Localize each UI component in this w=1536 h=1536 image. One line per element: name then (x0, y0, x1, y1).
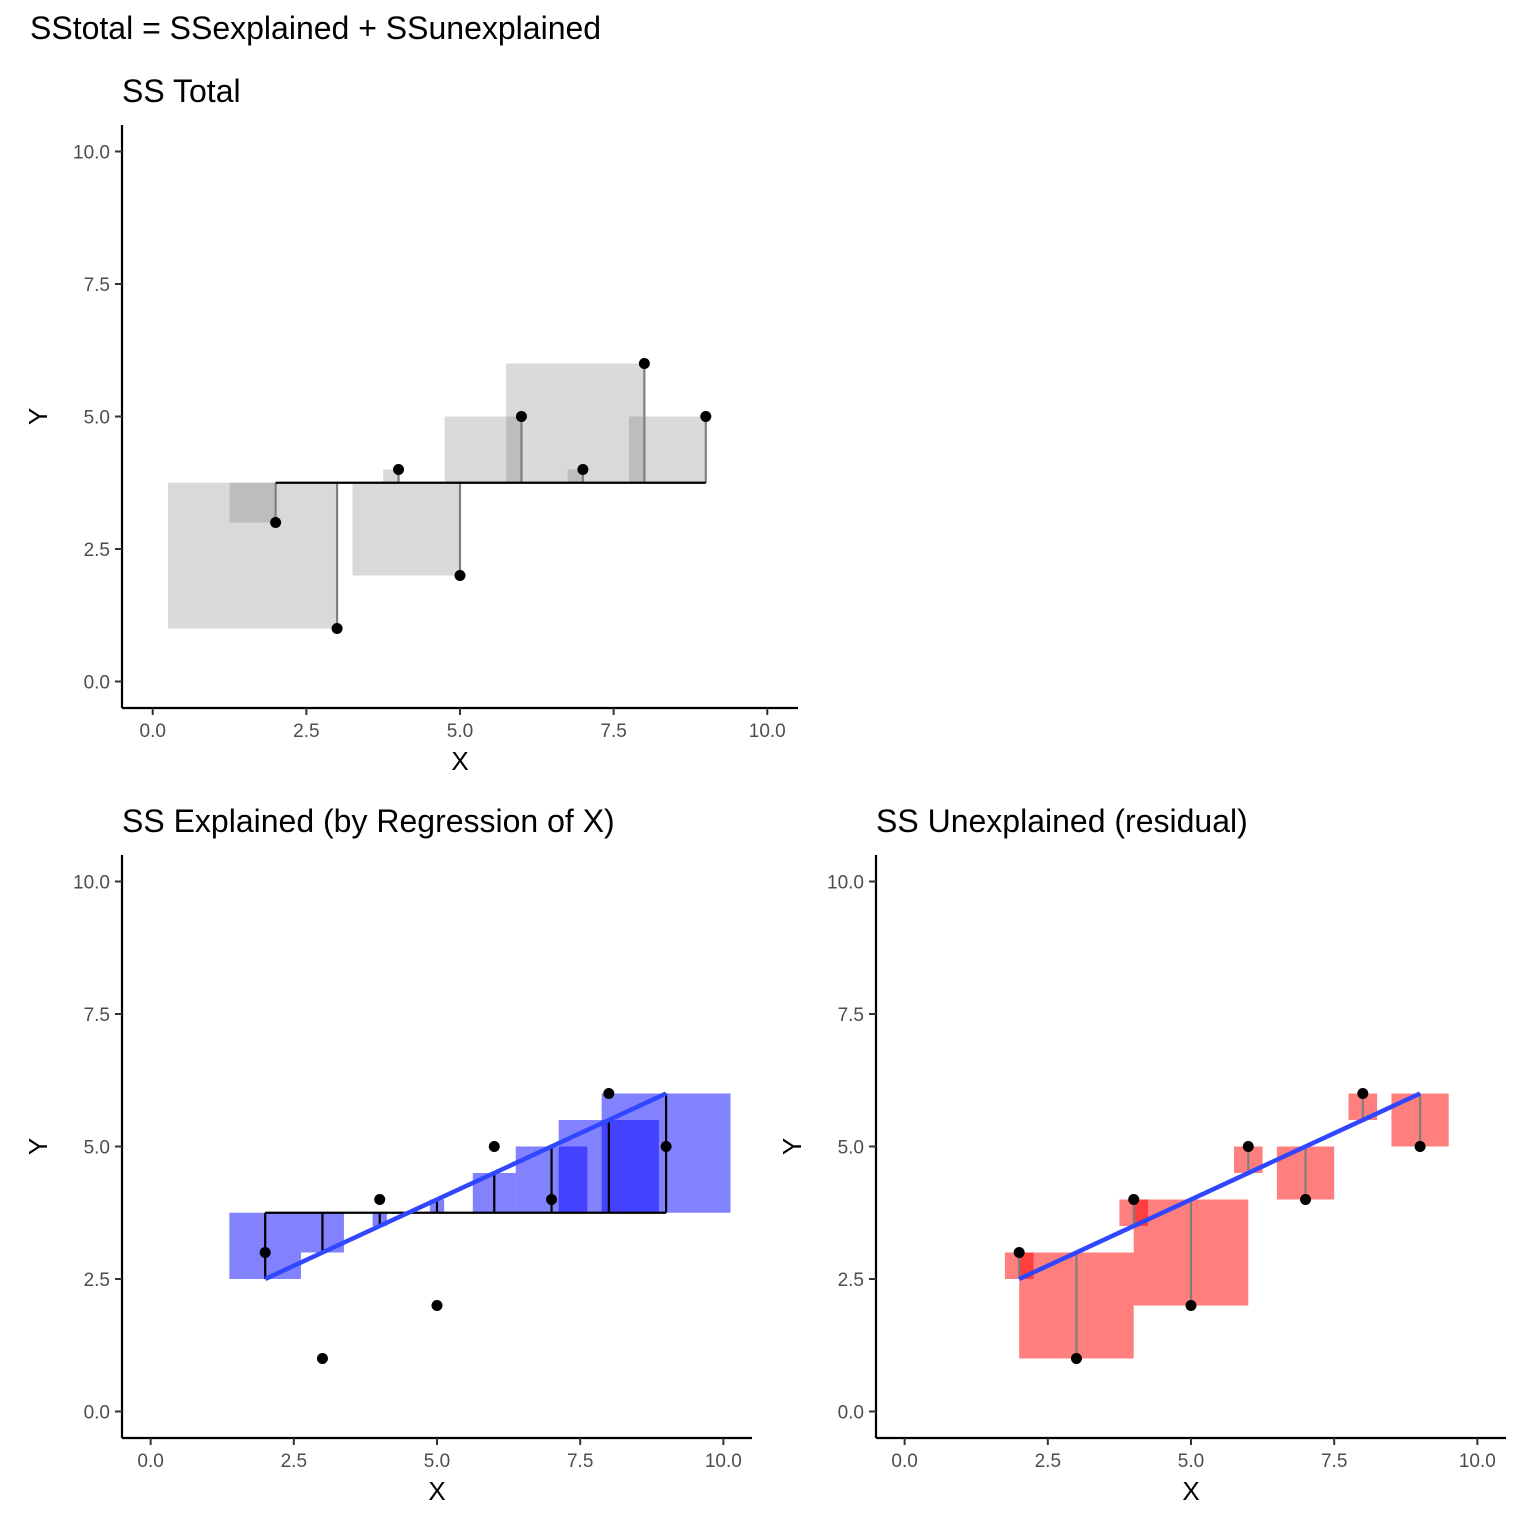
panel-ss-total: SS Total 0.0 2.5 5.0 7.5 10.0 0.0 2.5 5.0 7.5 10.… (23, 73, 798, 776)
data-point (515, 411, 527, 422)
data-point (577, 464, 589, 475)
axes: 0.0 2.5 5.0 7.5 10.0 0.0 2.5 5.0 7.5 10.0 X Y (23, 855, 752, 1506)
x-tick-label: 2.5 (281, 1451, 307, 1472)
x-tick-label: 7.5 (567, 1451, 593, 1472)
x-tick-label: 0.0 (137, 1451, 163, 1472)
data-point (546, 1194, 558, 1205)
data-point (393, 464, 405, 475)
data-point (1300, 1194, 1312, 1205)
ss-total-square-overlap (629, 416, 645, 483)
data-point (488, 1141, 500, 1152)
data-point (331, 623, 343, 634)
x-tick-label: 2.5 (293, 721, 319, 742)
x-axis-title: X (1182, 1476, 1199, 1506)
squares-layer (168, 363, 706, 629)
y-tick-label: 10.0 (827, 873, 864, 894)
points-layer (259, 1088, 672, 1364)
x-tick-label: 10.0 (705, 1451, 742, 1472)
x-axis-title: X (428, 1476, 445, 1506)
x-tick-label: 0.0 (891, 1451, 917, 1472)
lines-layer (274, 363, 707, 629)
data-point (638, 358, 650, 369)
data-point (1185, 1300, 1197, 1311)
data-point (270, 517, 282, 528)
y-tick-label: 7.5 (84, 1005, 110, 1026)
ss-total-square (352, 482, 460, 576)
y-axis-title: Y (777, 1138, 807, 1155)
panel-ss-explained: SS Explained (by Regression of X) 0.0 2.5… (23, 803, 752, 1506)
figure-title: SStotal = SSexplained + SSunexplained (30, 10, 601, 46)
y-tick-label: 10.0 (73, 143, 110, 164)
regression-line (1018, 1091, 1422, 1282)
y-tick-label: 5.0 (838, 1138, 864, 1159)
x-tick-label: 7.5 (1321, 1451, 1347, 1472)
x-axis-title: X (451, 746, 468, 776)
y-tick-label: 0.0 (84, 1403, 110, 1424)
data-point (1357, 1088, 1369, 1099)
y-tick-label: 10.0 (73, 873, 110, 894)
y-tick-label: 2.5 (84, 540, 110, 561)
x-tick-label: 5.0 (447, 721, 473, 742)
points-layer (1013, 1088, 1426, 1364)
ss-total-square-overlap (506, 416, 522, 483)
panel-ss-unexplained: SS Unexplained (residual) 0.0 2.5 5.0 7.5 10… (777, 803, 1506, 1506)
data-point (316, 1353, 328, 1364)
data-point (1242, 1141, 1254, 1152)
y-tick-label: 5.0 (84, 408, 110, 429)
panel-title-ss-explained: SS Explained (by Regression of X) (122, 803, 615, 839)
data-point (1414, 1141, 1426, 1152)
lines-layer (264, 1091, 668, 1282)
data-point (431, 1300, 443, 1311)
data-point (1013, 1247, 1025, 1258)
y-tick-label: 5.0 (84, 1138, 110, 1159)
data-point (1070, 1353, 1082, 1364)
axes: 0.0 2.5 5.0 7.5 10.0 0.0 2.5 5.0 7.5 10.0 X Y (23, 125, 798, 776)
x-tick-label: 0.0 (140, 721, 166, 742)
data-point (259, 1247, 271, 1258)
x-tick-label: 7.5 (600, 721, 626, 742)
axes: 0.0 2.5 5.0 7.5 10.0 0.0 2.5 5.0 7.5 10.0 X Y (777, 855, 1506, 1506)
y-tick-label: 0.0 (84, 673, 110, 694)
x-tick-label: 10.0 (749, 721, 786, 742)
ss-total-square (506, 363, 645, 483)
regression-line (264, 1091, 668, 1282)
ss-total-square-overlap (229, 482, 276, 523)
data-point (374, 1194, 386, 1205)
y-tick-label: 2.5 (84, 1270, 110, 1291)
data-point (700, 411, 712, 422)
y-tick-label: 0.0 (838, 1403, 864, 1424)
data-point (1128, 1194, 1140, 1205)
y-tick-label: 7.5 (838, 1005, 864, 1026)
data-point (660, 1141, 672, 1152)
y-axis-title: Y (23, 1138, 53, 1155)
x-tick-label: 5.0 (424, 1451, 450, 1472)
y-tick-label: 7.5 (84, 275, 110, 296)
panel-title-ss-unexplained: SS Unexplained (residual) (876, 803, 1248, 839)
x-tick-label: 5.0 (1178, 1451, 1204, 1472)
data-point (454, 570, 466, 581)
y-axis-title: Y (23, 408, 53, 425)
data-point (603, 1088, 615, 1099)
x-tick-label: 2.5 (1035, 1451, 1061, 1472)
x-tick-label: 10.0 (1459, 1451, 1496, 1472)
points-layer (270, 358, 712, 634)
y-tick-label: 2.5 (838, 1270, 864, 1291)
panel-title-ss-total: SS Total (122, 73, 241, 109)
